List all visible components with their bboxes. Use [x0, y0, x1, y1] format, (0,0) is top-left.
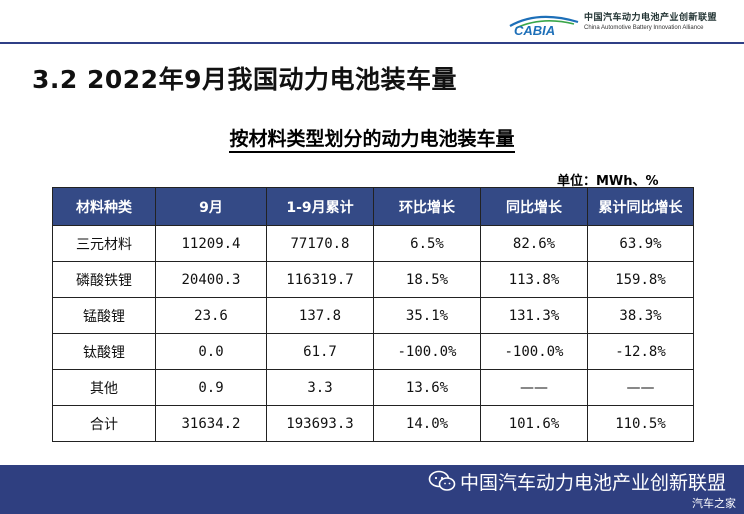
column-header: 材料种类 — [52, 187, 156, 226]
table-cell: -12.8% — [587, 333, 694, 370]
cabia-logo: CABIA — [509, 15, 579, 38]
table-header-row: 材料种类 9月 1-9月累计 环比增长 同比增长 累计同比增长 — [52, 187, 694, 226]
wechat-icon — [428, 470, 456, 491]
footer-org-name: 中国汽车动力电池产业创新联盟 — [460, 472, 727, 494]
table-cell: 31634.2 — [155, 405, 267, 442]
table-cell: 131.3% — [480, 297, 588, 334]
table-cell: -100.0% — [373, 333, 481, 370]
column-header: 累计同比增长 — [587, 187, 694, 226]
table-cell: 磷酸铁锂 — [52, 261, 156, 298]
header-divider — [0, 42, 744, 44]
column-header: 环比增长 — [373, 187, 481, 226]
table-title: 按材料类型划分的动力电池装车量 — [0, 124, 744, 153]
table-cell: 193693.3 — [266, 405, 374, 442]
org-name-en: China Automotive Battery Innovation Alli… — [584, 25, 704, 31]
table-title-text: 按材料类型划分的动力电池装车量 — [229, 128, 515, 153]
watermark: 汽车之家 — [692, 497, 736, 510]
table-cell: 13.6% — [373, 369, 481, 406]
table-row: 锰酸锂 23.6 137.8 35.1% 131.3% 38.3% — [52, 297, 694, 334]
table-cell: 77170.8 — [266, 225, 374, 262]
table-cell: 合计 — [52, 405, 156, 442]
table-cell: 116319.7 — [266, 261, 374, 298]
column-header: 1-9月累计 — [266, 187, 374, 226]
table-cell: —— — [587, 369, 694, 406]
logo-mark-text: CABIA — [514, 23, 555, 38]
table-cell: 23.6 — [155, 297, 267, 334]
unit-label: 单位：MWh、% — [557, 174, 659, 189]
table-cell: 0.0 — [155, 333, 267, 370]
org-name-cn: 中国汽车动力电池产业创新联盟 — [584, 13, 718, 23]
table-cell: 101.6% — [480, 405, 588, 442]
table-cell: 锰酸锂 — [52, 297, 156, 334]
table-cell: 113.8% — [480, 261, 588, 298]
table-cell: 63.9% — [587, 225, 694, 262]
column-header: 9月 — [155, 187, 267, 226]
table-cell: 82.6% — [480, 225, 588, 262]
table-cell: 14.0% — [373, 405, 481, 442]
org-name: 中国汽车动力电池产业创新联盟 China Automotive Battery … — [584, 13, 718, 32]
table-cell: 6.5% — [373, 225, 481, 262]
table-cell: 35.1% — [373, 297, 481, 334]
battery-material-table: 材料种类 9月 1-9月累计 环比增长 同比增长 累计同比增长 三元材料 112… — [52, 187, 694, 442]
table-cell: 3.3 — [266, 369, 374, 406]
table-cell: 159.8% — [587, 261, 694, 298]
table-cell: 110.5% — [587, 405, 694, 442]
table-row: 磷酸铁锂 20400.3 116319.7 18.5% 113.8% 159.8… — [52, 261, 694, 298]
table-cell: 钛酸锂 — [52, 333, 156, 370]
table-row-total: 合计 31634.2 193693.3 14.0% 101.6% 110.5% — [52, 405, 694, 442]
table-row: 钛酸锂 0.0 61.7 -100.0% -100.0% -12.8% — [52, 333, 694, 370]
table-row: 其他 0.9 3.3 13.6% —— —— — [52, 369, 694, 406]
table-cell: 11209.4 — [155, 225, 267, 262]
slide-title: 3.2 2022年9月我国动力电池装车量 — [32, 65, 457, 94]
table-cell: 61.7 — [266, 333, 374, 370]
table-cell: —— — [480, 369, 588, 406]
footer-bar — [0, 465, 744, 514]
table-row: 三元材料 11209.4 77170.8 6.5% 82.6% 63.9% — [52, 225, 694, 262]
table-cell: 18.5% — [373, 261, 481, 298]
table-cell: 其他 — [52, 369, 156, 406]
table-cell: 三元材料 — [52, 225, 156, 262]
table-cell: 137.8 — [266, 297, 374, 334]
table-cell: 38.3% — [587, 297, 694, 334]
table-cell: -100.0% — [480, 333, 588, 370]
column-header: 同比增长 — [480, 187, 588, 226]
table-cell: 20400.3 — [155, 261, 267, 298]
table-cell: 0.9 — [155, 369, 267, 406]
